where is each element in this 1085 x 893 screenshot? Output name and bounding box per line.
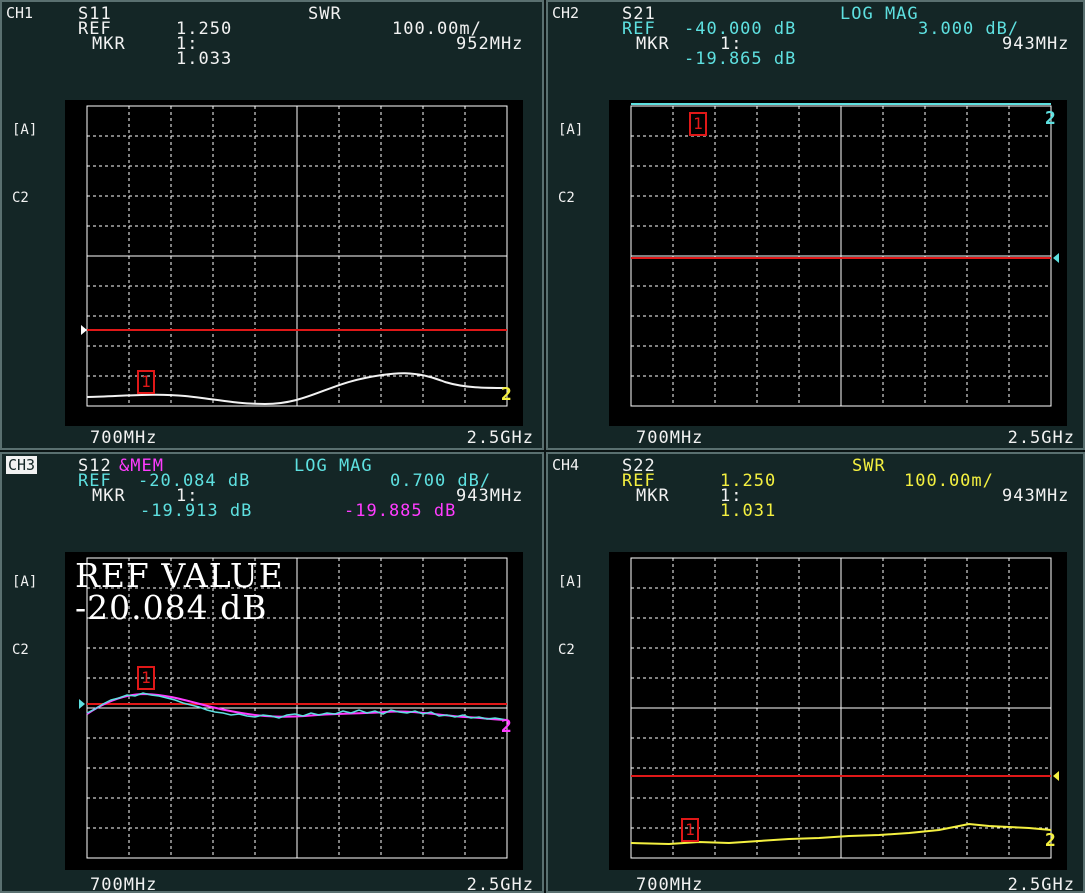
start-freq: 700MHz xyxy=(636,428,704,448)
scale-value: 3.000 dB/ xyxy=(918,19,1020,39)
marker-2[interactable]: 2 xyxy=(1045,108,1056,129)
scale-value: 0.700 dB/ xyxy=(390,471,492,491)
ref-value: 1.250 xyxy=(720,471,777,491)
mkr-value: 1.033 xyxy=(176,49,233,69)
marker-1-number: 1 xyxy=(141,668,151,687)
start-freq: 700MHz xyxy=(90,875,158,893)
ref-label: REF xyxy=(78,471,112,491)
mkr-mem-value: -19.885 dB xyxy=(344,501,457,521)
plot-area[interactable]: 1 2 xyxy=(65,552,523,870)
channel-tag[interactable]: CH2 xyxy=(552,4,580,22)
param-label: S11 xyxy=(78,4,112,24)
mkr-freq: 943MHz xyxy=(456,486,524,506)
marker-2-number: 2 xyxy=(1045,108,1056,129)
format-label: LOG MAG xyxy=(294,456,373,476)
ref-label: REF xyxy=(78,19,112,39)
ref-overlay-title: REF VALUE xyxy=(75,556,284,595)
side-label-a: [A] xyxy=(558,122,584,138)
ch4-graph xyxy=(630,557,1059,859)
channel-tag[interactable]: CH3 xyxy=(6,456,38,474)
format-label: SWR xyxy=(308,4,342,24)
param-mem-label: &MEM xyxy=(119,456,164,476)
marker-1[interactable]: 1 xyxy=(681,818,699,842)
plot-area[interactable]: 1 2 xyxy=(609,100,1067,426)
freq-axis: 700MHz 2.5GHz xyxy=(2,873,542,893)
marker-2-number: 2 xyxy=(501,716,512,737)
ch2-graph xyxy=(630,103,1059,407)
mkr-value: -19.865 dB xyxy=(684,49,797,69)
side-label-a: [A] xyxy=(12,574,38,590)
scale-value: 100.00m/ xyxy=(392,19,482,39)
ref-overlay-value: -20.084 dB xyxy=(75,588,268,627)
side-label-a: [A] xyxy=(12,122,38,138)
marker-1-number: 1 xyxy=(685,820,695,839)
marker-1[interactable]: 1 xyxy=(137,666,155,690)
side-label-c: C2 xyxy=(12,190,29,206)
format-label: SWR xyxy=(852,456,886,476)
side-label-a: [A] xyxy=(558,574,584,590)
mkr-num: 1: xyxy=(720,486,743,506)
channel-tag[interactable]: CH1 xyxy=(6,4,34,22)
stop-freq: 2.5GHz xyxy=(1007,428,1075,448)
freq-axis: 700MHz 2.5GHz xyxy=(548,873,1083,893)
marker-1-number: 1 xyxy=(141,372,151,391)
marker-1[interactable]: 1 xyxy=(137,370,155,394)
start-freq: 700MHz xyxy=(90,428,158,448)
param-label: S22 xyxy=(622,456,656,476)
freq-axis: 700MHz 2.5GHz xyxy=(548,426,1083,448)
side-label-c: C2 xyxy=(558,190,575,206)
side-label-c: C2 xyxy=(558,642,575,658)
format-label: LOG MAG xyxy=(840,4,919,24)
mkr-value: -19.913 dB xyxy=(140,501,253,521)
channel-3-panel[interactable]: CH3 S12 &MEM LOG MAG REF -20.084 dB 0.70… xyxy=(0,452,544,893)
param-label: S21 xyxy=(622,4,656,24)
scale-value: 100.00m/ xyxy=(904,471,994,491)
mkr-freq: 952MHz xyxy=(456,34,524,54)
ref-value: -20.084 dB xyxy=(138,471,251,491)
marker-2[interactable]: 2 xyxy=(1045,830,1056,851)
mkr-freq: 943MHz xyxy=(1002,34,1070,54)
ref-value-overlay: REF VALUE -20.084 dB xyxy=(75,556,284,627)
channel-1-panel[interactable]: CH1 S11 SWR REF 1.250 100.00m/ MKR 1: 95… xyxy=(0,0,544,450)
marker-2-number: 2 xyxy=(501,384,512,405)
stop-freq: 2.5GHz xyxy=(1007,875,1075,893)
stop-freq: 2.5GHz xyxy=(466,428,534,448)
param-label: S12 xyxy=(78,456,112,476)
ref-label: REF xyxy=(622,471,656,491)
channel-2-panel[interactable]: CH2 S21 LOG MAG REF -40.000 dB 3.000 dB/… xyxy=(546,0,1085,450)
ref-value: 1.250 xyxy=(176,19,233,39)
ch1-graph xyxy=(81,105,508,407)
mkr-label: MKR xyxy=(92,34,126,54)
mkr-num: 1: xyxy=(176,34,199,54)
mkr-value: 1.031 xyxy=(720,501,777,521)
ch3-graph xyxy=(79,557,508,859)
marker-1[interactable]: 1 xyxy=(689,112,707,136)
channel-4-panel[interactable]: CH4 S22 SWR REF 1.250 100.00m/ MKR 1: 94… xyxy=(546,452,1085,893)
channel-tag[interactable]: CH4 xyxy=(552,456,580,474)
ref-label: REF xyxy=(622,19,656,39)
start-freq: 700MHz xyxy=(636,875,704,893)
plot-area[interactable]: 1 2 xyxy=(65,100,523,426)
mkr-label: MKR xyxy=(92,486,126,506)
freq-axis: 700MHz 2.5GHz xyxy=(2,426,542,448)
mkr-num: 1: xyxy=(176,486,199,506)
mkr-freq: 943MHz xyxy=(1002,486,1070,506)
marker-1-number: 1 xyxy=(693,114,703,133)
plot-area[interactable]: 1 2 xyxy=(609,552,1067,870)
marker-2-number: 2 xyxy=(1045,830,1056,851)
stop-freq: 2.5GHz xyxy=(466,875,534,893)
marker-2[interactable]: 2 xyxy=(501,716,512,737)
mkr-label: MKR xyxy=(636,34,670,54)
ref-value: -40.000 dB xyxy=(684,19,797,39)
side-label-c: C2 xyxy=(12,642,29,658)
mkr-num: 1: xyxy=(720,34,743,54)
marker-2[interactable]: 2 xyxy=(501,384,512,405)
mkr-label: MKR xyxy=(636,486,670,506)
